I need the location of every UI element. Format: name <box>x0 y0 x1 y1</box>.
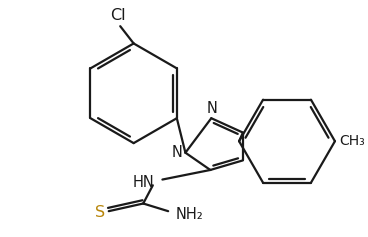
Text: S: S <box>95 205 105 220</box>
Text: N: N <box>207 101 218 116</box>
Text: N: N <box>171 145 183 160</box>
Text: HN: HN <box>133 175 155 190</box>
Text: Cl: Cl <box>110 8 126 23</box>
Text: CH₃: CH₃ <box>339 134 365 148</box>
Text: NH₂: NH₂ <box>176 207 204 222</box>
